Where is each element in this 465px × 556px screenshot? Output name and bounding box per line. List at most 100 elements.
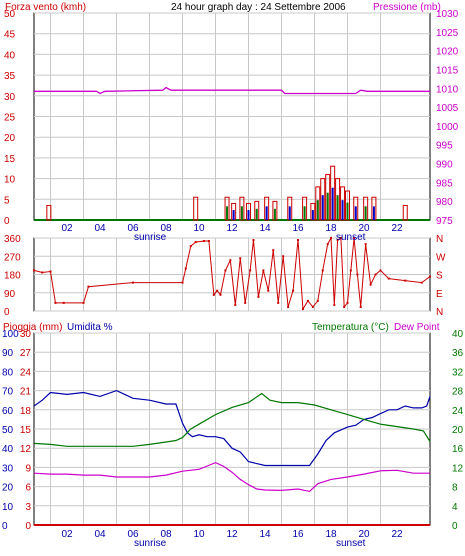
rain-tick-label: 12 (20, 444, 32, 455)
axis-tick-labels: 0202040406060808101012121414161618182020… (2, 9, 464, 540)
direction-point (343, 305, 346, 308)
humidity-tick-label: 0 (2, 521, 8, 532)
direction-point (267, 289, 270, 292)
direction-point (287, 305, 290, 308)
x-tick-label-bottom: 08 (160, 529, 172, 540)
wind-pressure-marks (34, 86, 430, 221)
dewpoint-axis-label: Dew Point (394, 322, 440, 333)
sunset-label-top: sunset (336, 232, 366, 243)
wind-bar (193, 196, 199, 221)
x-tick-label-bottom: 02 (61, 529, 73, 540)
direction-point (207, 240, 210, 243)
pressure-tick-label: 1020 (436, 47, 459, 58)
wind-tick-label: 45 (4, 30, 16, 41)
pressure-tick-label: 1015 (436, 65, 459, 76)
direction-point (297, 239, 299, 242)
wind-bar (46, 205, 52, 221)
temperature-tick-label: 24 (452, 406, 464, 417)
direction-tick-label: 360 (4, 234, 21, 245)
x-tick-label-bottom: 22 (391, 529, 403, 540)
direction-point (244, 301, 247, 304)
direction-point (202, 240, 205, 243)
direction-point (333, 303, 336, 306)
direction-point (292, 289, 295, 292)
direction-point (330, 237, 332, 239)
wind-tick-label: 10 (4, 175, 16, 186)
dewpoint-line (33, 461, 430, 493)
direction-marks (33, 236, 431, 311)
x-tick-label-bottom: 20 (358, 529, 370, 540)
humidity-tick-label: 90 (2, 348, 14, 359)
x-tick-label-top: 16 (292, 223, 304, 234)
wind-tick-label: 5 (4, 195, 10, 206)
direction-point (252, 239, 255, 242)
compass-label: E (436, 289, 443, 300)
weather-marks (33, 389, 431, 526)
humidity-tick-label: 50 (2, 425, 14, 436)
direction-point (369, 283, 372, 286)
pressure-tick-label: 1010 (436, 84, 459, 95)
direction-point (229, 259, 232, 262)
pressure-tick-label: 1025 (436, 28, 459, 39)
pressure-line (34, 86, 430, 95)
temperature-tick-label: 28 (452, 387, 464, 398)
direction-tick-label: 270 (4, 252, 21, 263)
rain-tick-label: 6 (25, 483, 31, 494)
x-tick-label-bottom: 18 (325, 529, 337, 540)
direction-point (353, 237, 356, 239)
rain-tick-label: 15 (20, 425, 32, 436)
humidity-tick-label: 20 (2, 483, 14, 494)
direction-point (272, 249, 275, 252)
direction-point (87, 285, 90, 288)
direction-point (306, 299, 309, 302)
humidity-tick-label: 80 (2, 367, 14, 378)
direction-point (49, 270, 52, 273)
direction-point (54, 301, 57, 304)
direction-point (429, 275, 431, 278)
direction-point (282, 255, 285, 258)
sunset-label-bottom: sunset (336, 538, 366, 549)
direction-point (262, 269, 265, 272)
compass-label: N (436, 307, 443, 318)
temperature-tick-label: 8 (452, 483, 458, 494)
humidity-tick-label: 40 (2, 444, 14, 455)
direction-point (420, 281, 423, 284)
temperature-tick-label: 20 (452, 425, 464, 436)
wind-tick-label: 30 (4, 92, 16, 103)
x-tick-label-top: 22 (391, 223, 403, 234)
humidity-tick-label: 70 (2, 387, 14, 398)
rain-tick-label: 27 (20, 348, 32, 359)
direction-point (234, 303, 237, 306)
pressure-tick-label: 1030 (436, 9, 459, 20)
humidity-axis-label: Umidita % (67, 322, 113, 333)
x-tick-label-bottom: 10 (193, 529, 205, 540)
temperature-tick-label: 40 (452, 329, 464, 340)
rain-tick-label: 3 (25, 502, 31, 513)
x-tick-label-bottom: 16 (292, 529, 304, 540)
pressure-axis-label: Pressione (mb) (373, 2, 441, 13)
rain-axis-label: Pioggia (mm) (3, 322, 62, 333)
temperature-axis-label: Temperatura (°C) (312, 322, 389, 333)
direction-point (189, 245, 192, 248)
direction-point (346, 301, 349, 304)
pressure-tick-label: 990 (436, 160, 453, 171)
compass-label: S (436, 271, 443, 282)
humidity-tick-label: 10 (2, 502, 14, 513)
direction-point (356, 273, 359, 276)
x-tick-label-top: 10 (193, 223, 205, 234)
direction-point (249, 269, 252, 272)
x-tick-label-bottom: 14 (259, 529, 271, 540)
temperature-line (33, 392, 431, 447)
x-tick-label-bottom: 04 (94, 529, 106, 540)
pressure-tick-label: 975 (436, 216, 453, 227)
rain-tick-label: 21 (20, 387, 32, 398)
direction-point (321, 269, 324, 272)
x-tick-label-top: 06 (127, 223, 139, 234)
pressure-tick-label: 1005 (436, 103, 459, 114)
sunrise-label-bottom: sunrise (134, 538, 167, 549)
direction-tick-label: 90 (4, 289, 16, 300)
x-tick-label-top: 12 (226, 223, 238, 234)
direction-point (181, 281, 184, 284)
weather-panel-gridlines (34, 332, 430, 526)
